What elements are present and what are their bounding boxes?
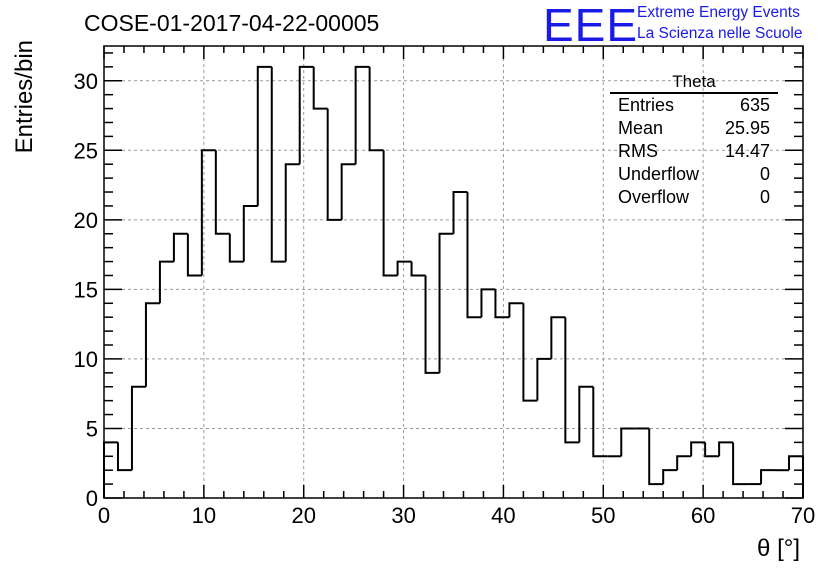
histogram-bin — [508, 302, 524, 318]
x-tick-label: 50 — [591, 503, 615, 528]
x-axis-label: θ [°] — [757, 535, 800, 562]
histogram-bin — [494, 289, 510, 319]
histogram-bin — [718, 441, 734, 457]
stats-row-mean: Mean 25.95 — [610, 117, 778, 140]
histogram-bin — [592, 386, 608, 458]
x-tick-label: 40 — [491, 503, 515, 528]
histogram-bin — [298, 65, 314, 165]
stats-title: Theta — [610, 72, 778, 94]
histogram-bin — [564, 317, 580, 444]
histogram-bin — [270, 66, 286, 263]
y-axis-label: Entries/bin — [11, 40, 38, 153]
histogram-bin — [760, 469, 776, 485]
stats-label: Mean — [618, 118, 664, 138]
stats-value: 25.95 — [724, 118, 770, 138]
plot-frame — [103, 45, 804, 499]
stats-row-rms: RMS 14.47 — [610, 140, 778, 163]
histogram-bin — [200, 149, 216, 276]
histogram-bin — [256, 65, 272, 206]
histogram-bin — [214, 150, 230, 235]
histogram-bin — [116, 442, 132, 472]
histogram-bin — [382, 150, 398, 277]
histogram-bin — [326, 108, 342, 221]
chart-title: COSE-01-2017-04-22-00005 — [84, 10, 380, 36]
histogram-bin — [550, 316, 566, 359]
histogram-bin — [172, 232, 188, 262]
histogram-bin — [354, 65, 370, 165]
histogram-bin — [662, 469, 678, 485]
y-tick-label: 5 — [86, 416, 98, 441]
y-tick-label: 10 — [74, 347, 98, 372]
stats-value: 635 — [739, 95, 770, 115]
stats-row-overflow: Overflow 0 — [610, 186, 778, 209]
histogram-bin — [242, 204, 258, 262]
histogram-bin — [704, 442, 720, 458]
histogram-bin — [438, 232, 454, 373]
histogram-bin — [648, 428, 664, 486]
histogram-bars — [103, 65, 804, 498]
stats-label: RMS — [618, 141, 658, 161]
histogram-bin — [690, 441, 706, 457]
stats-value: 0 — [759, 187, 770, 207]
histogram-bin — [340, 163, 356, 220]
x-tick-label: 20 — [291, 503, 315, 528]
histogram-bin — [522, 303, 538, 402]
stats-box: Theta Entries 635 Mean 25.95 RMS 14.47 U… — [610, 72, 778, 209]
histogram-bin — [466, 192, 482, 319]
grid-lines — [104, 46, 803, 498]
y-tick-label: 0 — [86, 486, 98, 511]
axis-ticks: 0 10 20 30 40 50 60 70 0 5 10 15 20 25 30 — [74, 46, 815, 528]
x-tick-label: 0 — [98, 503, 110, 528]
stats-value: 14.47 — [724, 141, 770, 161]
histogram-bin — [368, 66, 384, 152]
eee-logo: EEE — [543, 0, 639, 51]
stats-label: Underflow — [618, 164, 700, 184]
histogram-bin — [396, 260, 412, 276]
histogram-bin — [788, 455, 804, 498]
histogram-bin — [312, 66, 328, 110]
y-tick-label: 30 — [74, 69, 98, 94]
logo-line-1: Extreme Energy Events — [637, 4, 800, 21]
stats-label: Overflow — [618, 187, 690, 207]
stats-label: Entries — [618, 95, 675, 115]
histogram-bin — [536, 357, 552, 401]
histogram-bin — [284, 163, 300, 262]
histogram-bin — [578, 385, 594, 443]
y-tick-label: 25 — [74, 138, 98, 163]
histogram-bin — [620, 427, 636, 457]
stats-row-entries: Entries 635 — [610, 94, 778, 117]
x-tick-label: 30 — [391, 503, 415, 528]
histogram-bin — [480, 288, 496, 318]
x-tick-label: 60 — [691, 503, 715, 528]
histogram-bin — [158, 260, 174, 304]
histogram-bin — [130, 385, 146, 471]
y-tick-label: 20 — [74, 208, 98, 233]
histogram-bin — [186, 233, 202, 277]
histogram-bin — [424, 275, 440, 374]
stats-value: 0 — [759, 164, 770, 184]
histogram-bin — [452, 191, 468, 234]
histogram-bin — [732, 442, 748, 486]
stats-row-underflow: Underflow 0 — [610, 163, 778, 186]
histogram-bin — [676, 455, 692, 471]
logo-line-2: La Scienza nelle Scuole — [637, 25, 803, 42]
x-tick-label: 10 — [192, 503, 216, 528]
histogram-bin — [144, 302, 160, 387]
y-tick-label: 15 — [74, 277, 98, 302]
histogram-bin — [410, 261, 426, 277]
histogram-bin — [228, 233, 244, 263]
x-tick-label: 70 — [791, 503, 815, 528]
